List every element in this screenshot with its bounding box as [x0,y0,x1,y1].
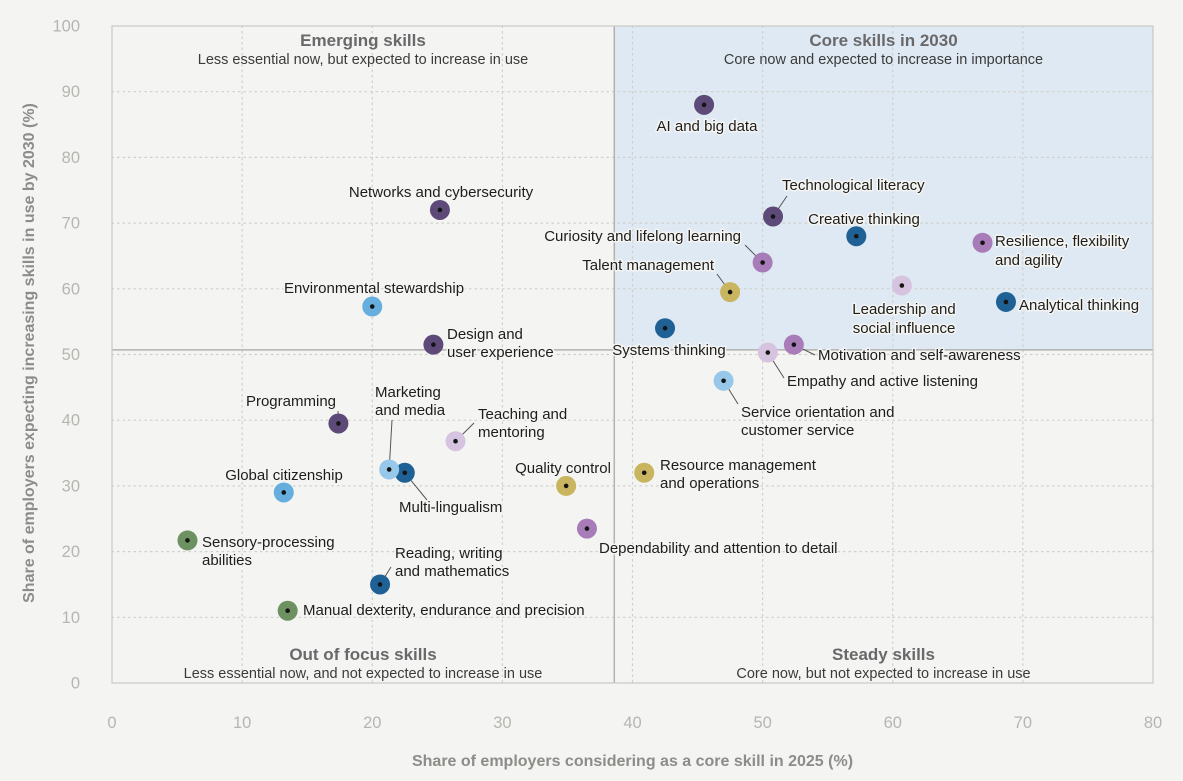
point-label-multiling: Multi-lingualism [399,499,502,516]
data-point-center-talent [727,289,733,295]
point-label-empathy: Empathy and active listening [787,373,978,390]
point-label-globalcit: Global citizenship [225,467,343,484]
y-tick-label-60: 60 [62,280,80,298]
point-label-service: Service orientation and customer service [741,404,894,439]
data-point-center-depend [584,526,590,531]
point-label-motivation: Motivation and self-awareness [818,347,1021,364]
x-tick-label-10: 10 [233,714,251,732]
data-point-center-design [431,342,436,347]
point-label-depend: Dependability and attention to detail [599,540,838,557]
x-tick-label-80: 80 [1144,714,1162,732]
y-tick-label-80: 80 [62,149,80,167]
x-tick-label-20: 20 [363,714,381,732]
x-tick-label-30: 30 [493,714,511,732]
point-label-creative: Creative thinking [808,211,920,228]
data-point-center-creative [854,233,859,239]
point-label-programming: Programming [246,393,336,410]
x-axis-title: Share of employers considering as a core… [411,753,854,770]
point-label-marketing: Marketing and media [375,384,446,419]
data-point-center-curiosity [760,260,765,265]
y-tick-label-40: 40 [62,412,80,430]
data-point-center-teaching [453,438,458,444]
point-label-analytical: Analytical thinking [1019,297,1139,314]
y-axis-title: Share of employers expecting increasing … [21,103,38,603]
y-tick-label-90: 90 [62,83,80,101]
y-tick-label-10: 10 [62,609,80,627]
data-point-center-techlit [770,214,776,219]
x-tick-label-70: 70 [1014,714,1032,732]
point-label-reading: Reading, writing and mathematics [395,545,509,580]
data-point-center-ai [701,102,707,108]
point-label-teaching: Teaching and mentoring [478,406,567,441]
point-label-envsteward: Environmental stewardship [284,280,464,297]
x-tick-label-60: 60 [884,714,902,732]
data-point-center-marketing [386,467,392,472]
point-label-resilience: Resilience, flexibility and agility [995,233,1130,269]
data-point-center-multiling [402,470,408,476]
data-point-center-globalcit [281,490,287,495]
data-point-center-manual [285,608,290,614]
data-point-center-resource [641,470,647,476]
data-point-center-systems [662,325,668,331]
x-tick-label-50: 50 [753,714,771,732]
data-point-center-envsteward [369,304,375,309]
data-point-center-motivation [791,342,797,347]
point-label-ai: AI and big data [657,118,759,135]
x-tick-label-0: 0 [107,714,116,732]
data-point-center-resilience [980,240,985,246]
quadrant-highlight [614,26,1153,350]
point-label-networks: Networks and cybersecurity [349,184,534,201]
point-label-systems: Systems thinking [612,342,725,359]
data-point-center-quality [563,483,569,489]
y-tick-label-20: 20 [62,543,80,561]
y-tick-label-0: 0 [71,675,80,693]
data-point-center-leadership [899,283,905,288]
data-point-center-networks [437,207,443,213]
point-label-resource: Resource management and operations [660,457,817,492]
point-label-leadership: Leadership and social influence [852,301,955,337]
point-label-design: Design and user experience [447,326,554,361]
point-label-sensory: Sensory-processing abilities [202,534,335,569]
data-point-center-service [721,378,726,384]
y-tick-label-70: 70 [62,215,80,233]
data-point-center-analytical [1003,299,1009,305]
data-point-center-reading [377,582,383,587]
point-label-manual: Manual dexterity, endurance and precisio… [303,602,585,619]
point-label-techlit: Technological literacy [782,177,925,194]
y-tick-label-30: 30 [62,477,80,495]
x-tick-label-40: 40 [623,714,641,732]
y-tick-label-50: 50 [62,346,80,364]
point-label-curiosity: Curiosity and lifelong learning [544,228,741,245]
data-point-center-programming [336,421,341,426]
data-point-center-sensory [185,538,190,543]
data-point-center-empathy [765,350,771,355]
point-label-quality: Quality control [515,460,611,477]
plot-border [111,25,1154,684]
y-tick-label-100: 100 [52,18,80,36]
point-label-talent: Talent management [582,257,715,274]
